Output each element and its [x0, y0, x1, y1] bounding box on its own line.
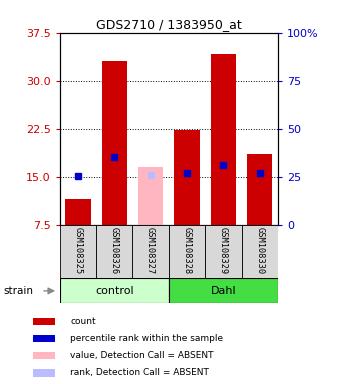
- Text: control: control: [95, 286, 134, 296]
- Bar: [96, 225, 132, 278]
- Text: rank, Detection Call = ABSENT: rank, Detection Call = ABSENT: [70, 368, 209, 377]
- Bar: [138, 167, 163, 225]
- Bar: [60, 278, 169, 303]
- Bar: [60, 225, 96, 278]
- Bar: [33, 318, 55, 326]
- Title: GDS2710 / 1383950_at: GDS2710 / 1383950_at: [96, 18, 242, 31]
- Text: GSM108328: GSM108328: [182, 227, 192, 274]
- Bar: [169, 225, 205, 278]
- Text: GSM108325: GSM108325: [73, 227, 83, 274]
- Bar: [132, 225, 169, 278]
- Bar: [33, 335, 55, 342]
- Bar: [102, 61, 127, 225]
- Bar: [211, 54, 236, 225]
- Text: GSM108330: GSM108330: [255, 227, 264, 274]
- Bar: [65, 199, 91, 225]
- Text: strain: strain: [3, 286, 33, 296]
- Text: count: count: [70, 317, 96, 326]
- Text: Dahl: Dahl: [210, 286, 236, 296]
- Text: percentile rank within the sample: percentile rank within the sample: [70, 334, 223, 343]
- Text: GSM108326: GSM108326: [110, 227, 119, 274]
- Bar: [33, 369, 55, 376]
- Bar: [33, 352, 55, 359]
- Bar: [241, 225, 278, 278]
- Text: value, Detection Call = ABSENT: value, Detection Call = ABSENT: [70, 351, 214, 360]
- Bar: [247, 154, 272, 225]
- Bar: [205, 225, 241, 278]
- Bar: [174, 130, 200, 225]
- Text: GSM108327: GSM108327: [146, 227, 155, 274]
- Bar: [169, 278, 278, 303]
- Text: GSM108329: GSM108329: [219, 227, 228, 274]
